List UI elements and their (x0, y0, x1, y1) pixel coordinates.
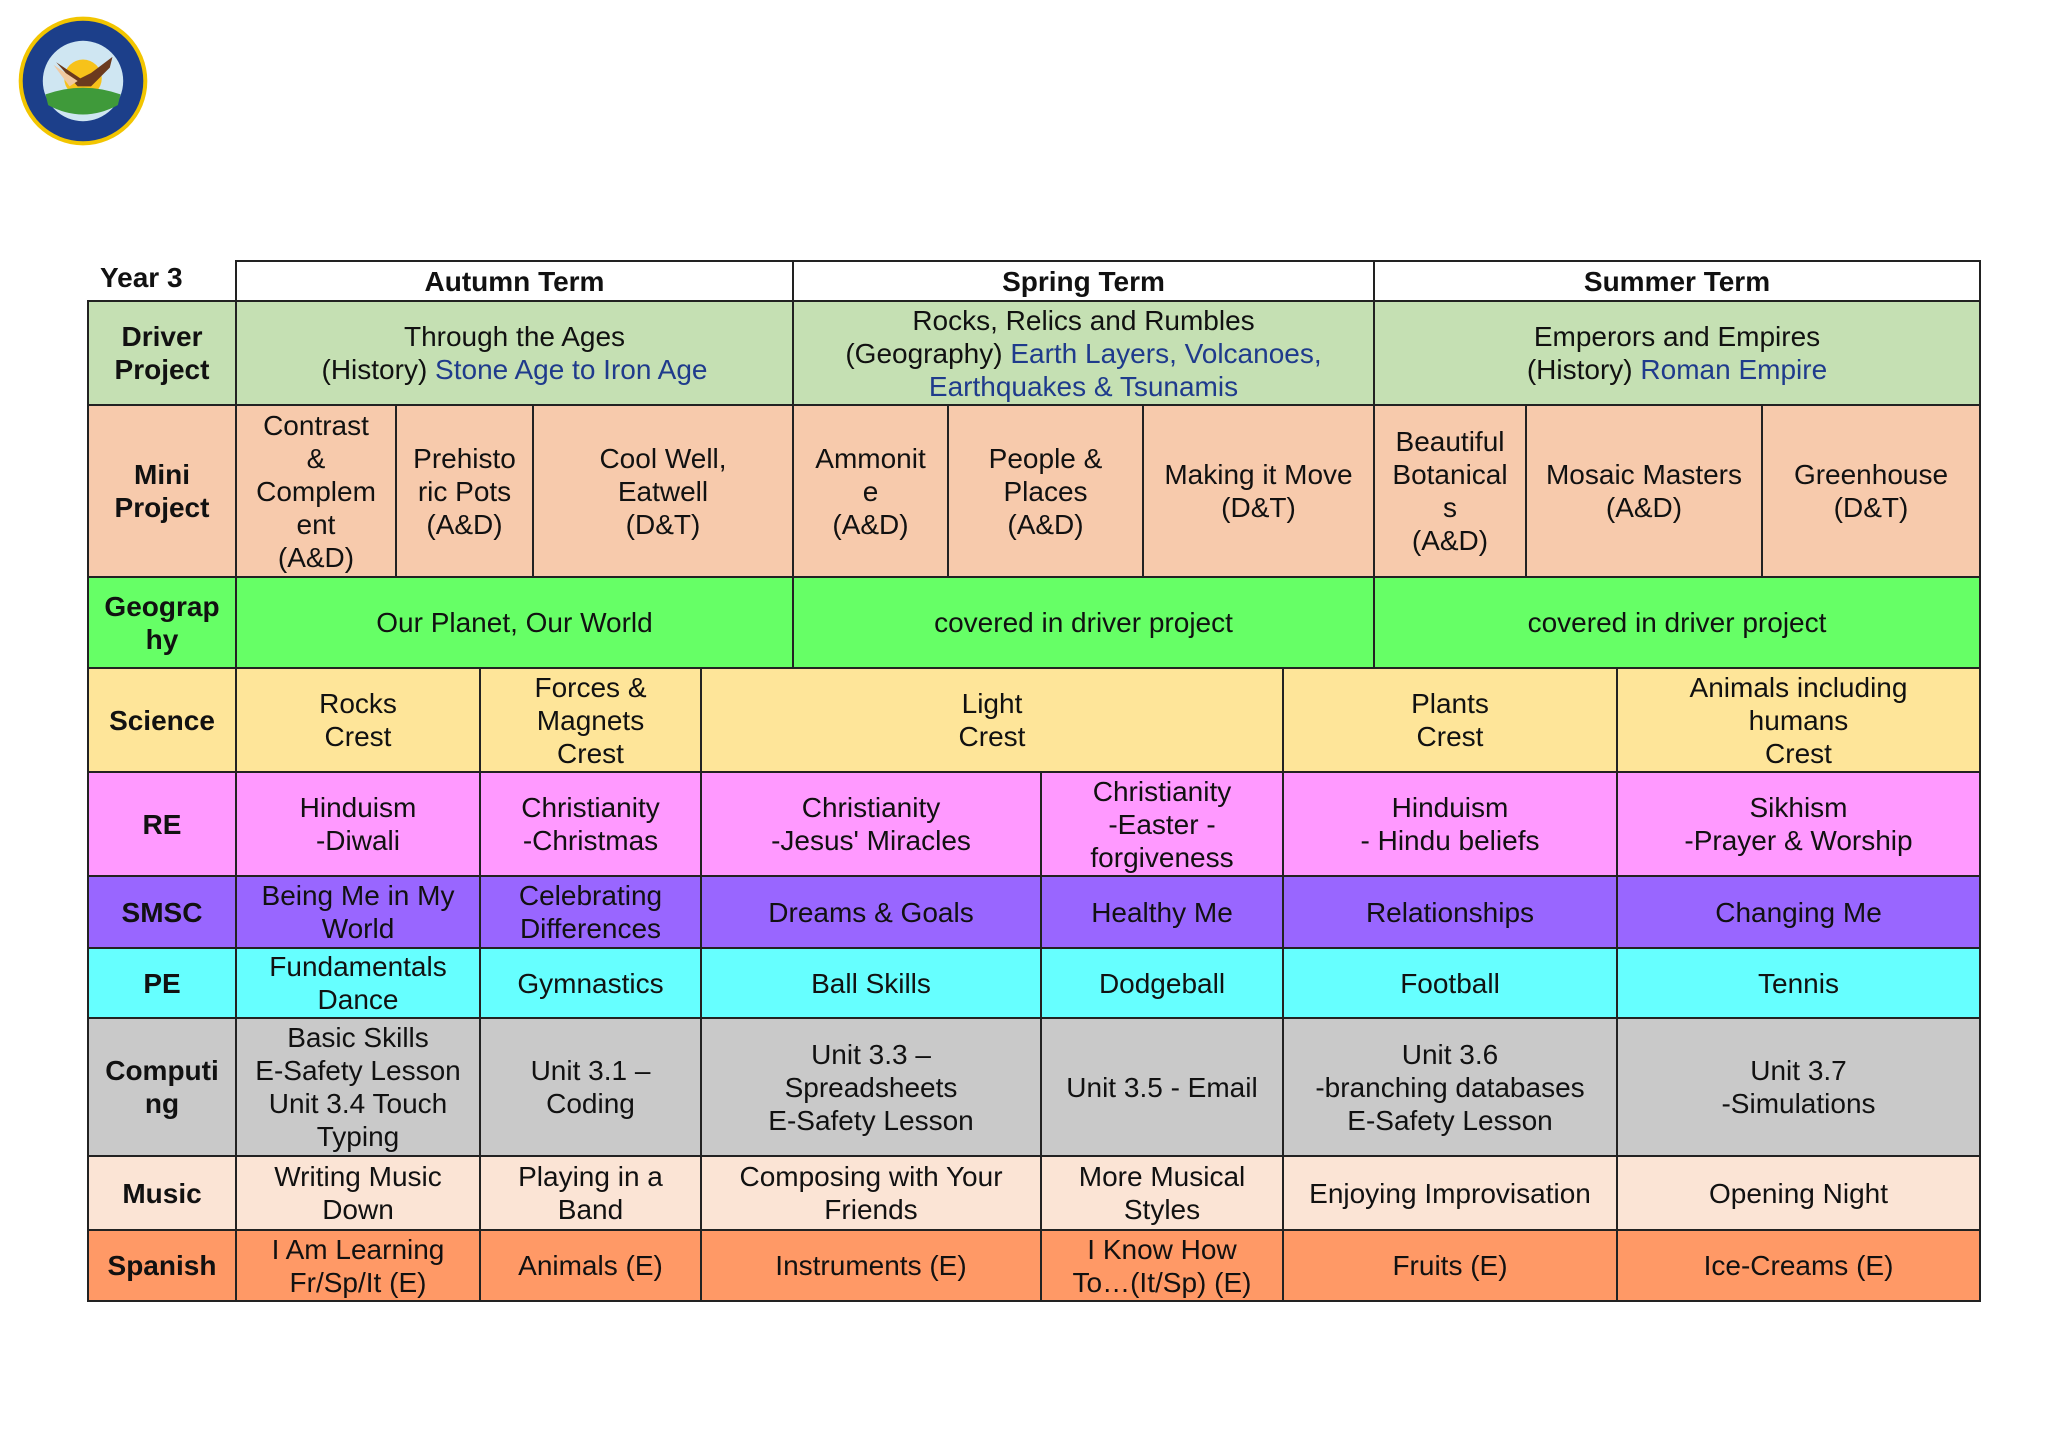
pe-cell: Football (1282, 947, 1618, 1019)
driver-topic: Roman Empire (1640, 354, 1828, 385)
music-cell: Enjoying Improvisation (1282, 1155, 1618, 1231)
mini-cell: Mosaic Masters (A&D) (1525, 404, 1763, 578)
mini-cell: Prehisto ric Pots (A&D) (395, 404, 534, 578)
science-cell: Light Crest (700, 667, 1284, 773)
science-cell: Plants Crest (1282, 667, 1618, 773)
re-cell: Hinduism -Diwali (235, 771, 481, 877)
music-cell: Playing in a Band (479, 1155, 702, 1231)
re-cell: Christianity -Easter - forgiveness (1040, 771, 1284, 877)
mini-cell: Ammonit e (A&D) (792, 404, 949, 578)
smsc-cell: Changing Me (1616, 875, 1981, 949)
science-cell: Forces & Magnets Crest (479, 667, 702, 773)
computing-cell: Unit 3.5 - Email (1040, 1017, 1284, 1157)
spanish-cell: Animals (E) (479, 1229, 702, 1302)
pe-cell: Dodgeball (1040, 947, 1284, 1019)
mini-cell: Cool Well, Eatwell (D&T) (532, 404, 794, 578)
spanish-cell: Fruits (E) (1282, 1229, 1618, 1302)
driver-subject: (History) (1526, 354, 1641, 385)
music-cell: Composing with Your Friends (700, 1155, 1042, 1231)
driver-title: Rocks, Relics and Rumbles (912, 304, 1255, 336)
spanish-cell: I Know How To…(It/Sp) (E) (1040, 1229, 1284, 1302)
music-cell: Opening Night (1616, 1155, 1981, 1231)
school-logo (18, 16, 148, 146)
smsc-cell: Being Me in My World (235, 875, 481, 949)
pe-cell: Gymnastics (479, 947, 702, 1019)
mini-cell: Making it Move (D&T) (1142, 404, 1375, 578)
term-header-spring: Spring Term (792, 260, 1375, 302)
mini-cell: People & Places (A&D) (947, 404, 1144, 578)
driver-project-cell: Rocks, Relics and Rumbles (Geography) Ear… (792, 300, 1375, 406)
mini-cell: Beautiful Botanical s (A&D) (1373, 404, 1527, 578)
smsc-cell: Healthy Me (1040, 875, 1284, 949)
mini-cell: Contrast & Complem ent (A&D) (235, 404, 397, 578)
row-label-mini: Mini Project (87, 404, 237, 578)
driver-subject: (Geography) (845, 337, 1011, 369)
spanish-cell: Ice-Creams (E) (1616, 1229, 1981, 1302)
computing-cell: Unit 3.6 -branching databases E-Safety L… (1282, 1017, 1618, 1157)
geography-cell: covered in driver project (1373, 576, 1981, 669)
row-label-re: RE (87, 771, 237, 877)
row-label-driver-project: Driver Project (87, 300, 237, 406)
geography-cell: covered in driver project (792, 576, 1375, 669)
row-label-pe: PE (87, 947, 237, 1019)
smsc-cell: Dreams & Goals (700, 875, 1042, 949)
row-label-science: Science (87, 667, 237, 773)
row-label-smsc: SMSC (87, 875, 237, 949)
re-cell: Christianity -Christmas (479, 771, 702, 877)
row-label-spanish: Spanish (87, 1229, 237, 1302)
driver-title: Emperors and Empires (1533, 321, 1821, 352)
geography-cell: Our Planet, Our World (235, 576, 794, 669)
mini-cell: Greenhouse (D&T) (1761, 404, 1981, 578)
year-label: Year 3 (100, 262, 183, 293)
science-cell: Rocks Crest (235, 667, 481, 773)
science-cell: Animals including humans Crest (1616, 667, 1981, 773)
driver-topic: Stone Age to Iron Age (435, 354, 708, 385)
music-cell: Writing Music Down (235, 1155, 481, 1231)
re-cell: Sikhism -Prayer & Worship (1616, 771, 1981, 877)
computing-cell: Unit 3.3 – Spreadsheets E-Safety Lesson (700, 1017, 1042, 1157)
smsc-cell: Celebrating Differences (479, 875, 702, 949)
smsc-cell: Relationships (1282, 875, 1618, 949)
pe-cell: Tennis (1616, 947, 1981, 1019)
driver-project-cell: Through the Ages (History) Stone Age to I… (235, 300, 794, 406)
row-label-geography: Geograp hy (87, 576, 237, 669)
spanish-cell: Instruments (E) (700, 1229, 1042, 1302)
spanish-cell: I Am Learning Fr/Sp/It (E) (235, 1229, 481, 1302)
driver-topic: Earth Layers, Volcanoes, Earthquakes & T… (928, 337, 1322, 402)
computing-cell: Unit 3.1 – Coding (479, 1017, 702, 1157)
pe-cell: Fundamentals Dance (235, 947, 481, 1019)
pe-cell: Ball Skills (700, 947, 1042, 1019)
driver-project-cell: Emperors and Empires (History) Roman Empi… (1373, 300, 1981, 406)
driver-title: Through the Ages (403, 321, 626, 352)
computing-cell: Unit 3.7 -Simulations (1616, 1017, 1981, 1157)
re-cell: Christianity -Jesus' Miracles (700, 771, 1042, 877)
row-label-computing: Computi ng (87, 1017, 237, 1157)
row-label-music: Music (87, 1155, 237, 1231)
re-cell: Hinduism - Hindu beliefs (1282, 771, 1618, 877)
computing-cell: Basic Skills E-Safety Lesson Unit 3.4 To… (235, 1017, 481, 1157)
term-header-summer: Summer Term (1373, 260, 1981, 302)
term-header-autumn: Autumn Term (235, 260, 794, 302)
music-cell: More Musical Styles (1040, 1155, 1284, 1231)
driver-subject: (History) (321, 354, 436, 385)
